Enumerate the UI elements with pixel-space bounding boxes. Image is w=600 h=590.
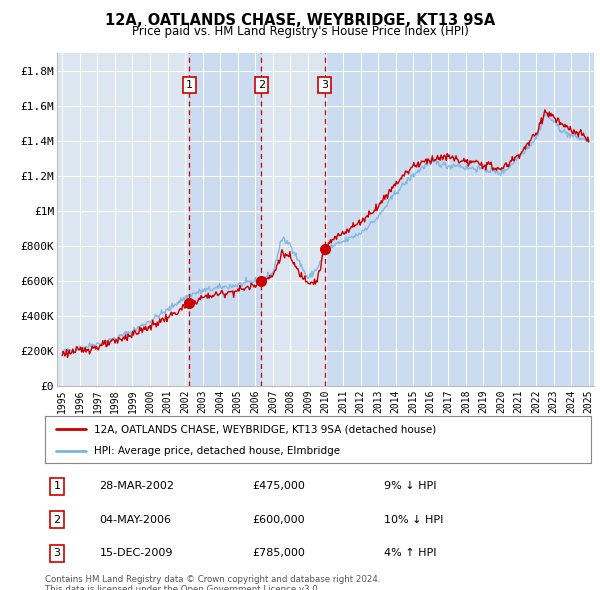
Text: HPI: Average price, detached house, Elmbridge: HPI: Average price, detached house, Elmb… xyxy=(94,447,340,456)
Text: 28-MAR-2002: 28-MAR-2002 xyxy=(100,481,175,491)
Text: 2: 2 xyxy=(53,515,61,525)
Text: 1: 1 xyxy=(53,481,61,491)
Text: £600,000: £600,000 xyxy=(253,515,305,525)
Text: £475,000: £475,000 xyxy=(253,481,305,491)
Text: Price paid vs. HM Land Registry's House Price Index (HPI): Price paid vs. HM Land Registry's House … xyxy=(131,25,469,38)
Text: £785,000: £785,000 xyxy=(253,548,305,558)
Text: 15-DEC-2009: 15-DEC-2009 xyxy=(100,548,173,558)
Text: 9% ↓ HPI: 9% ↓ HPI xyxy=(383,481,436,491)
Text: 12A, OATLANDS CHASE, WEYBRIDGE, KT13 9SA (detached house): 12A, OATLANDS CHASE, WEYBRIDGE, KT13 9SA… xyxy=(94,424,436,434)
Text: 2: 2 xyxy=(258,80,265,90)
Text: Contains HM Land Registry data © Crown copyright and database right 2024.
This d: Contains HM Land Registry data © Crown c… xyxy=(45,575,380,590)
Text: 3: 3 xyxy=(321,80,328,90)
Text: 10% ↓ HPI: 10% ↓ HPI xyxy=(383,515,443,525)
Text: 04-MAY-2006: 04-MAY-2006 xyxy=(100,515,172,525)
Text: 3: 3 xyxy=(53,548,61,558)
Text: 12A, OATLANDS CHASE, WEYBRIDGE, KT13 9SA: 12A, OATLANDS CHASE, WEYBRIDGE, KT13 9SA xyxy=(105,13,495,28)
Text: 4% ↑ HPI: 4% ↑ HPI xyxy=(383,548,436,558)
Text: 1: 1 xyxy=(185,80,193,90)
Bar xyxy=(189,53,261,386)
Bar xyxy=(325,53,594,386)
